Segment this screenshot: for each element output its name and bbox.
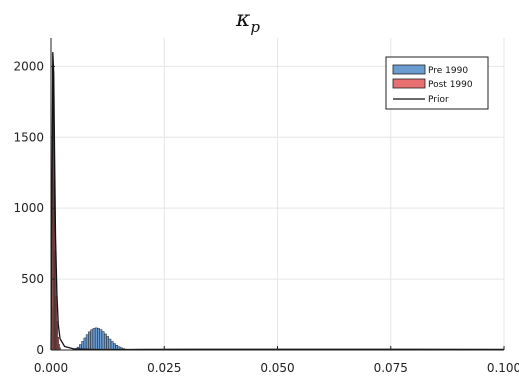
- bar-pre-1990: [94, 327, 98, 351]
- bar-pre-1990: [101, 331, 105, 351]
- chart-title-subscript: p: [250, 18, 260, 36]
- bar-pre-1990: [110, 341, 114, 351]
- bar-pre-1990: [85, 334, 89, 351]
- bar-pre-1990: [103, 333, 107, 351]
- bar-pre-1990: [108, 338, 112, 351]
- x-tick-label: 0.050: [260, 361, 294, 375]
- bar-pre-1990: [106, 336, 110, 351]
- bar-pre-1990: [99, 329, 103, 351]
- x-axis-ticks: 0.000 0.025 0.050 0.075 0.100: [34, 346, 519, 375]
- x-tick-label: 0.025: [147, 361, 181, 375]
- bar-pre-1990: [92, 328, 96, 351]
- y-axis-ticks: 0 500 1000 1500 2000: [13, 59, 55, 357]
- y-tick-label: 0: [36, 343, 44, 357]
- bar-pre-1990: [83, 337, 87, 351]
- chart-title-base: κ: [235, 7, 251, 32]
- chart-title: κp: [235, 7, 260, 36]
- series-pre-1990: [74, 327, 134, 351]
- legend-label-prior: Prior: [428, 95, 449, 105]
- x-tick-label: 0.000: [34, 361, 68, 375]
- bar-pre-1990: [88, 331, 91, 351]
- legend: Pre 1990 Post 1990 Prior: [385, 56, 489, 110]
- y-tick-label: 1500: [13, 130, 44, 144]
- y-tick-label: 500: [21, 272, 44, 286]
- legend-label-post-1990: Post 1990: [428, 80, 473, 90]
- legend-swatch-post-1990: [392, 78, 426, 89]
- bar-pre-1990: [90, 329, 94, 351]
- x-tick-label: 0.075: [374, 361, 408, 375]
- y-tick-label: 2000: [13, 59, 44, 73]
- y-tick-label: 1000: [13, 201, 44, 215]
- x-tick-label: 0.100: [487, 361, 519, 375]
- legend-label-pre-1990: Pre 1990: [428, 66, 468, 76]
- bar-pre-1990: [97, 328, 100, 351]
- legend-swatch-pre-1990: [392, 64, 426, 75]
